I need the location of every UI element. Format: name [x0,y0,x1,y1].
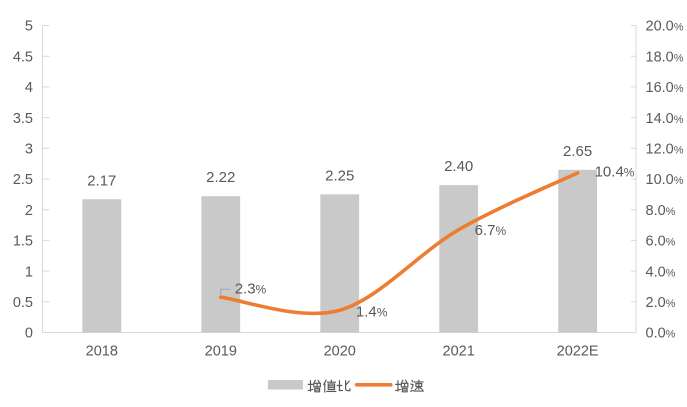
svg-text:1.4%: 1.4% [356,304,388,321]
svg-text:2.3%: 2.3% [235,281,267,298]
svg-text:2.65: 2.65 [563,143,592,160]
svg-text:16.0%: 16.0% [646,80,684,96]
svg-text:12.0%: 12.0% [646,142,684,158]
svg-text:2.17: 2.17 [87,172,116,189]
svg-text:2022E: 2022E [557,344,599,360]
svg-text:2.22: 2.22 [206,169,235,186]
svg-text:3.5: 3.5 [13,111,33,127]
svg-text:1: 1 [25,264,33,280]
svg-text:1.5: 1.5 [13,234,33,250]
svg-text:2021: 2021 [443,344,475,360]
svg-text:2.25: 2.25 [325,167,354,184]
svg-text:2.0%: 2.0% [646,295,676,311]
svg-text:10.4%: 10.4% [595,163,635,180]
svg-text:2020: 2020 [324,344,356,360]
svg-text:8.0%: 8.0% [646,203,676,219]
svg-text:2.40: 2.40 [444,158,473,175]
svg-text:4.5: 4.5 [13,49,33,65]
svg-text:10.0%: 10.0% [646,172,684,188]
svg-text:0.5: 0.5 [13,295,33,311]
svg-text:0: 0 [25,326,33,342]
svg-text:2019: 2019 [205,344,237,360]
svg-text:2: 2 [25,203,33,219]
svg-text:14.0%: 14.0% [646,111,684,127]
svg-text:20.0%: 20.0% [646,19,684,35]
svg-text:5: 5 [25,19,33,35]
svg-text:6.7%: 6.7% [475,222,507,239]
svg-text:2018: 2018 [86,344,118,360]
svg-text:6.0%: 6.0% [646,234,676,250]
svg-text:4.0%: 4.0% [646,264,676,280]
svg-text:18.0%: 18.0% [646,49,684,65]
svg-text:4: 4 [25,80,33,96]
svg-text:0.0%: 0.0% [646,326,676,342]
svg-text:3: 3 [25,142,33,158]
svg-text:2.5: 2.5 [13,172,33,188]
